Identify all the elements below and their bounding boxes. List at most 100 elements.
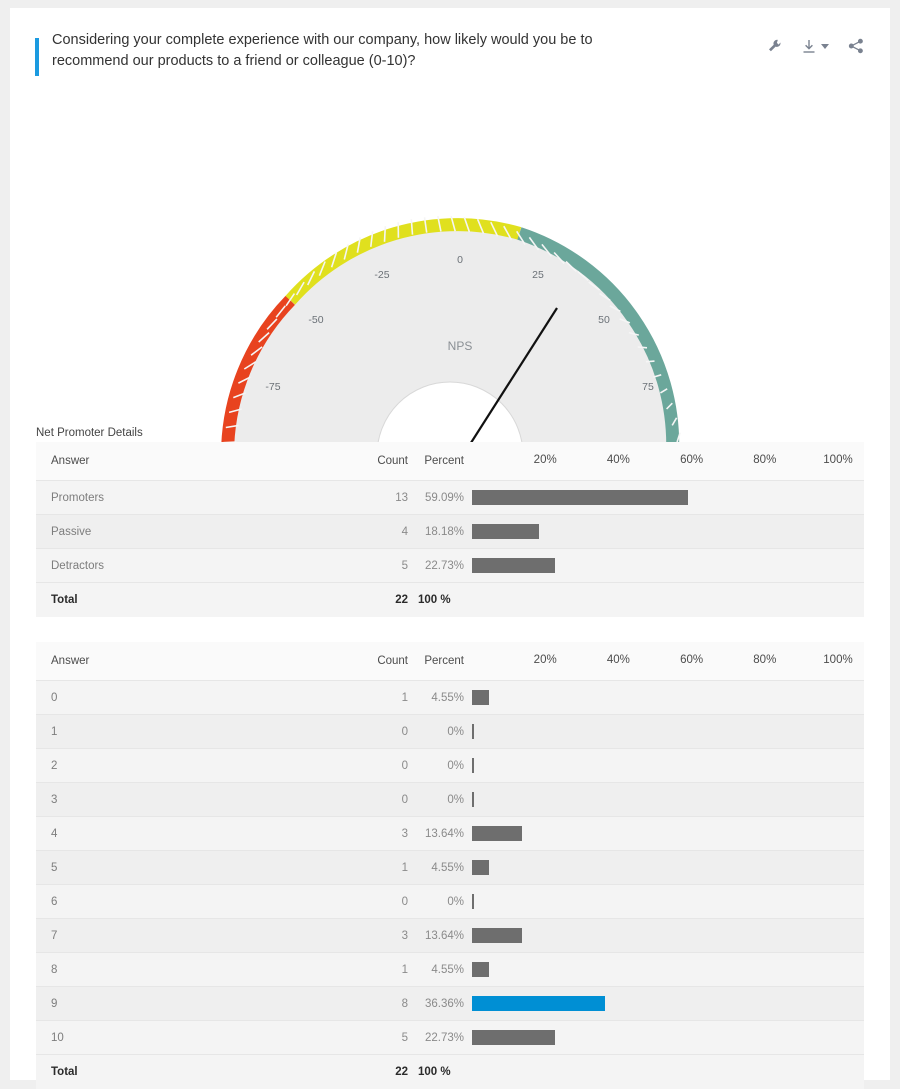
percent-bar: [472, 962, 489, 977]
percent-bar: [472, 724, 474, 739]
col-percent: Percent: [416, 642, 472, 681]
chevron-down-icon[interactable]: [821, 44, 829, 49]
table-header-row: Answer Count Percent 20%40%60%80%100%: [36, 642, 864, 681]
question-accent-bar: [35, 38, 39, 76]
cell-bar: [472, 817, 864, 851]
gauge-tick-50: 50: [598, 314, 610, 326]
cell-count: 8: [336, 987, 416, 1021]
cell-count: 3: [336, 817, 416, 851]
cell-bar: [472, 885, 864, 919]
col-percent: Percent: [416, 442, 472, 481]
percent-bar: [472, 928, 522, 943]
cell-percent: 18.18%: [416, 515, 472, 549]
percent-bar: [472, 826, 522, 841]
scale-tick: 80%: [753, 654, 776, 666]
nps-gauge: -100 -75 -50 -25 0 25 50 75 100 NPS Net …: [10, 94, 890, 414]
cell-count: 0: [336, 885, 416, 919]
cell-bar: [472, 549, 864, 583]
cell-count: 4: [336, 515, 416, 549]
scale-tick: 80%: [753, 454, 776, 466]
cell-total-blank: [472, 583, 864, 617]
gauge-tick--25: -25: [374, 269, 389, 281]
cell-bar: [472, 749, 864, 783]
download-group[interactable]: [802, 39, 829, 54]
cell-count: 13: [336, 481, 416, 515]
scale-ticks: 20%40%60%80%100%: [472, 642, 864, 680]
cell-percent: 59.09%: [416, 481, 472, 515]
cell-count: 3: [336, 919, 416, 953]
gauge-tick--75: -75: [265, 381, 280, 393]
cell-count: 0: [336, 749, 416, 783]
percent-bar: [472, 996, 605, 1011]
cell-bar: [472, 987, 864, 1021]
question-text: Considering your complete experience wit…: [52, 30, 672, 72]
cell-count: 1: [336, 953, 416, 987]
gauge-tick--50: -50: [308, 314, 323, 326]
cell-count: 0: [336, 715, 416, 749]
cell-percent: 0%: [416, 715, 472, 749]
cell-bar: [472, 851, 864, 885]
cell-total-percent: 100 %: [416, 1055, 472, 1089]
scale-tick: 100%: [823, 454, 852, 466]
col-scale: 20%40%60%80%100%: [472, 442, 864, 481]
col-count: Count: [336, 442, 416, 481]
report-card: Considering your complete experience wit…: [10, 8, 890, 1080]
wrench-icon[interactable]: [767, 38, 783, 54]
cell-percent: 0%: [416, 783, 472, 817]
cell-answer: 6: [36, 885, 336, 919]
percent-bar: [472, 490, 688, 505]
cell-bar: [472, 515, 864, 549]
cell-percent: 0%: [416, 749, 472, 783]
cell-total-count: 22: [336, 583, 416, 617]
scale-tick: 100%: [823, 654, 852, 666]
gauge-tick-0: 0: [457, 254, 463, 266]
cell-percent: 13.64%: [416, 919, 472, 953]
col-count: Count: [336, 642, 416, 681]
download-icon[interactable]: [802, 39, 816, 54]
col-answer: Answer: [36, 642, 336, 681]
cell-answer: 2: [36, 749, 336, 783]
cell-answer: 9: [36, 987, 336, 1021]
percent-bar: [472, 758, 474, 773]
cell-answer: 8: [36, 953, 336, 987]
cell-percent: 4.55%: [416, 851, 472, 885]
cell-bar: [472, 681, 864, 715]
cell-answer: Passive: [36, 515, 336, 549]
cell-answer: 1: [36, 715, 336, 749]
cell-percent: 22.73%: [416, 549, 472, 583]
cell-count: 1: [336, 851, 416, 885]
cell-bar: [472, 919, 864, 953]
cell-answer: 7: [36, 919, 336, 953]
cell-total-percent: 100 %: [416, 583, 472, 617]
percent-bar: [472, 894, 474, 909]
scale-tick: 40%: [607, 454, 630, 466]
cell-percent: 22.73%: [416, 1021, 472, 1055]
cell-answer: 10: [36, 1021, 336, 1055]
percent-bar: [472, 1030, 555, 1045]
cell-percent: 4.55%: [416, 681, 472, 715]
scale-ticks: 20%40%60%80%100%: [472, 442, 864, 480]
question-header: Considering your complete experience wit…: [10, 8, 890, 94]
cell-count: 1: [336, 681, 416, 715]
share-icon[interactable]: [848, 38, 864, 54]
percent-bar: [472, 524, 539, 539]
nps-details-table: Answer Count Percent 20%40%60%80%100% Pr…: [36, 442, 864, 617]
